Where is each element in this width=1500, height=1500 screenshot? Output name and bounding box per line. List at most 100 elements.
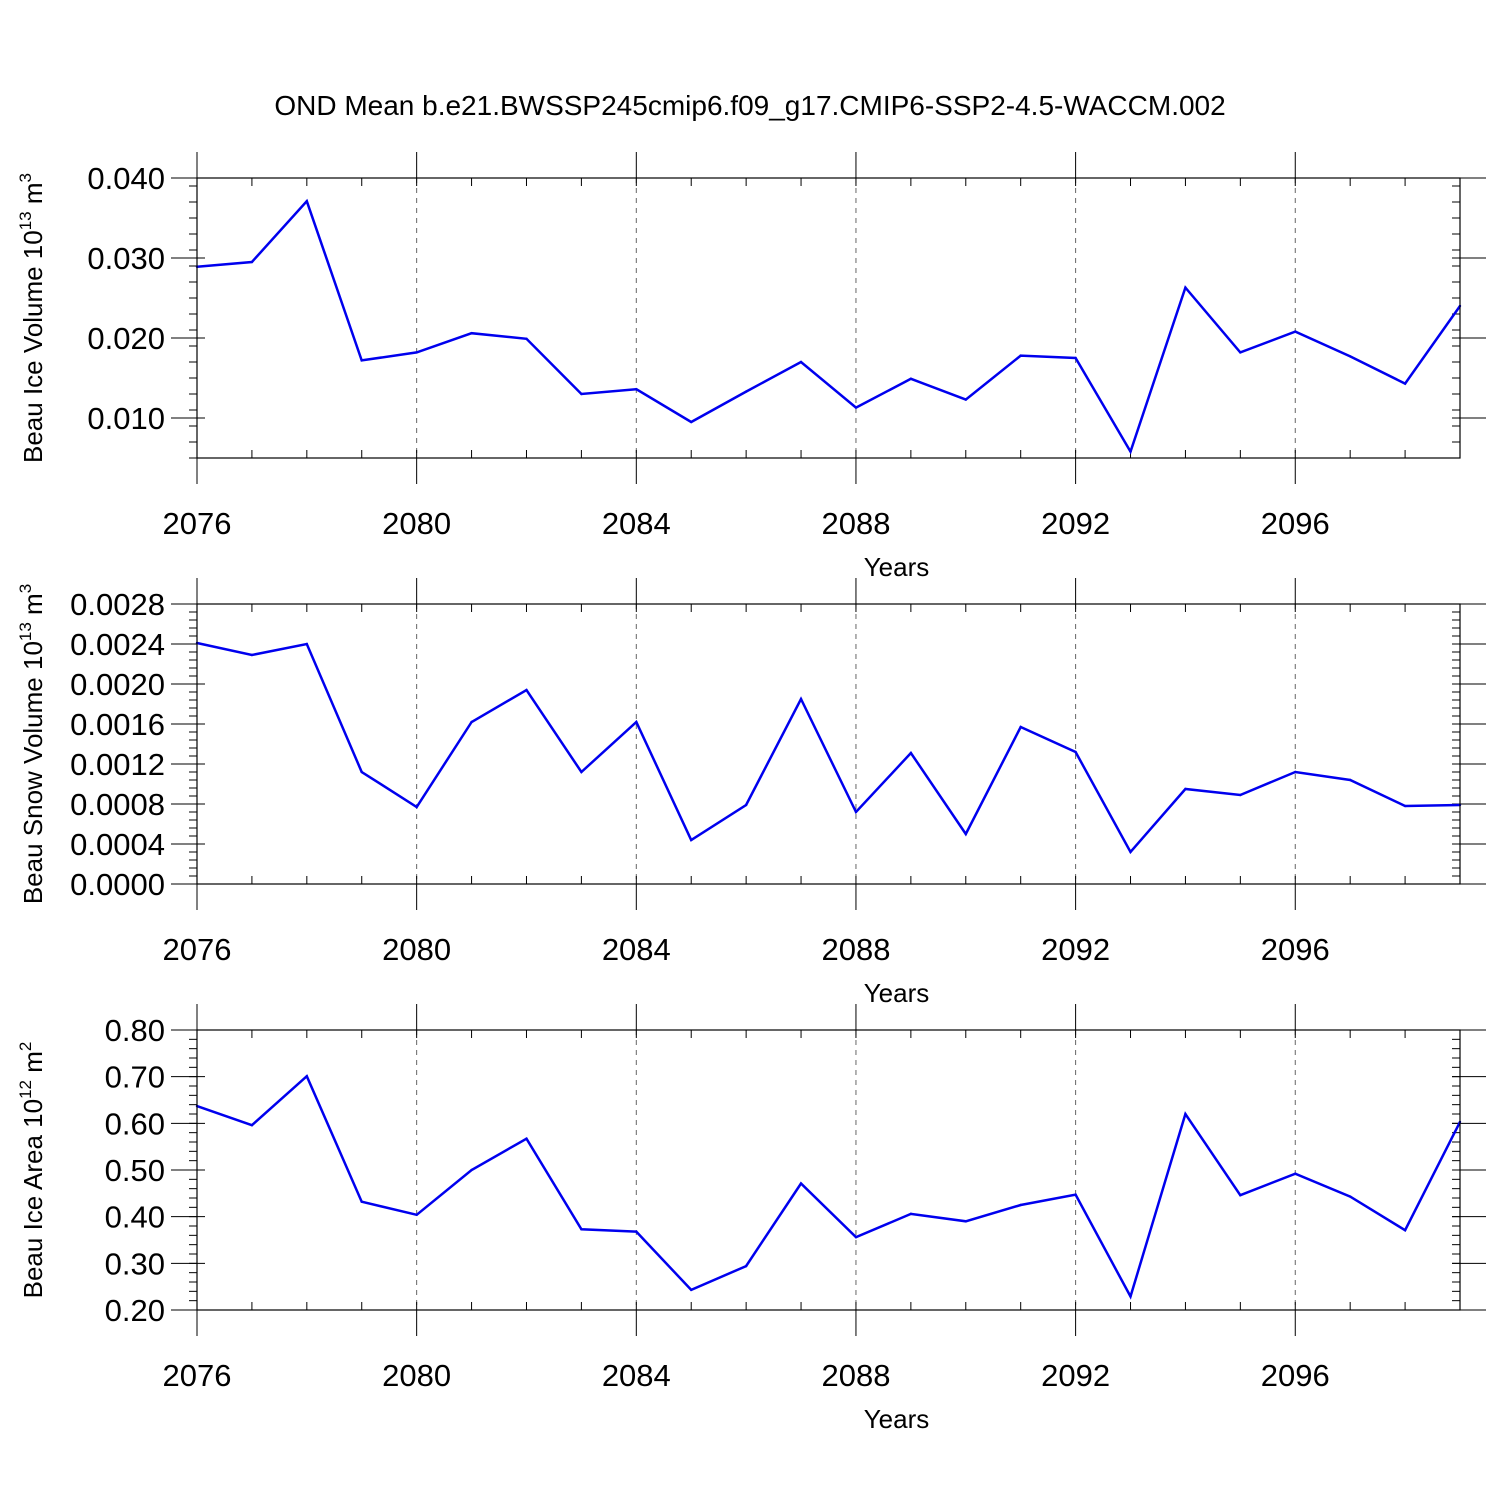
data-point <box>415 1213 418 1217</box>
data-point <box>415 351 418 354</box>
data-point <box>1184 1112 1187 1116</box>
y-tick-label: 0.0016 <box>70 707 165 742</box>
data-point <box>909 751 913 755</box>
x-axis-title: Years <box>864 552 930 582</box>
x-tick-label: 2076 <box>163 932 232 967</box>
data-point <box>854 1236 858 1239</box>
x-tick-label: 2088 <box>821 932 890 967</box>
data-point <box>1074 356 1077 360</box>
x-tick-label: 2080 <box>382 506 451 541</box>
data-point <box>360 770 363 774</box>
plot-frame <box>196 177 1461 459</box>
x-tick-label: 2084 <box>602 1358 671 1393</box>
data-point <box>690 838 693 842</box>
x-tick-label: 2092 <box>1041 932 1110 967</box>
x-tick-label: 2076 <box>163 1358 232 1393</box>
panels: 0.010 0.020 0.030 0.040 2076 2080 2084 2088 2092… <box>16 152 1486 1434</box>
data-point <box>250 260 254 264</box>
y-tick-label: 0.010 <box>87 401 165 436</box>
data-point <box>1294 1172 1297 1175</box>
x-tick-label: 2092 <box>1041 1358 1110 1393</box>
data-point <box>744 803 748 807</box>
data-series-line <box>196 1074 1462 1300</box>
data-point <box>964 398 967 401</box>
data-point <box>580 392 583 396</box>
data-point <box>744 1264 748 1268</box>
data-point <box>1019 725 1022 729</box>
data-series-line <box>196 198 1462 455</box>
y-axis-title: Beau Ice Area 1012 m2 <box>16 1042 48 1299</box>
panel-1: 0.010 0.020 0.030 0.040 2076 2080 2084 2088 2092… <box>16 152 1486 582</box>
x-tick-label: 2096 <box>1261 932 1330 967</box>
panel-2: 0.0000 0.0004 0.0008 0.0012 0.0016 0.0020 0.00… <box>16 578 1486 1008</box>
data-point <box>799 1182 803 1185</box>
data-point <box>1348 355 1352 358</box>
plot-frame <box>196 603 1461 885</box>
data-point <box>580 770 583 774</box>
data-point <box>635 1230 638 1233</box>
data-point <box>854 406 858 409</box>
data-point <box>250 653 254 657</box>
y-tick-label: 0.020 <box>87 321 165 356</box>
data-point <box>1239 351 1242 354</box>
y-tick-label: 0.70 <box>105 1060 165 1095</box>
data-point <box>799 360 803 364</box>
x-tick-label: 2080 <box>382 1358 451 1393</box>
data-point <box>525 337 528 340</box>
x-tick-label: 2092 <box>1041 506 1110 541</box>
data-point <box>470 720 473 724</box>
data-point <box>1294 770 1297 774</box>
data-point <box>1239 793 1242 797</box>
y-tick-label: 0.0024 <box>70 627 165 662</box>
y-tick-label: 0.30 <box>105 1246 165 1281</box>
y-tick-label: 0.030 <box>87 241 165 276</box>
data-point <box>1074 1193 1077 1196</box>
x-tick-label: 2076 <box>163 506 232 541</box>
x-axis-title: Years <box>864 1404 930 1434</box>
data-point <box>360 1200 363 1203</box>
plot-frame <box>196 1029 1461 1311</box>
x-tick-label: 2080 <box>382 932 451 967</box>
y-axis-title: Beau Ice Volume 1013 m3 <box>16 173 48 463</box>
x-tick-label: 2088 <box>821 506 890 541</box>
x-axis-title: Years <box>864 978 930 1008</box>
data-point <box>1348 1195 1352 1198</box>
data-point <box>799 697 803 701</box>
data-point <box>470 332 473 335</box>
y-tick-label: 0.0020 <box>70 667 165 702</box>
panel-3: 0.20 0.30 0.40 0.50 0.60 0.70 0.80 2076 2080 2084… <box>16 1004 1486 1434</box>
data-point <box>854 810 858 814</box>
y-tick-label: 0.60 <box>105 1106 165 1141</box>
data-point <box>305 200 309 203</box>
data-point <box>1294 330 1297 333</box>
y-tick-label: 0.0000 <box>70 867 165 902</box>
y-tick-label: 0.0008 <box>70 787 165 822</box>
data-point <box>964 832 967 836</box>
y-tick-label: 0.80 <box>105 1013 165 1048</box>
data-point <box>744 390 748 393</box>
data-point <box>1403 1229 1407 1232</box>
data-point <box>1348 778 1352 782</box>
x-tick-label: 2096 <box>1261 1358 1330 1393</box>
chart-title: OND Mean b.e21.BWSSP245cmip6.f09_g17.CMI… <box>274 90 1225 121</box>
x-tick-label: 2088 <box>821 1358 890 1393</box>
data-point <box>360 359 363 362</box>
data-point <box>1184 286 1187 289</box>
data-point <box>1129 450 1132 453</box>
y-axis-title: Beau Snow Volume 1013 m3 <box>16 584 48 904</box>
data-point <box>1129 1295 1132 1298</box>
data-point <box>964 1220 967 1223</box>
data-point <box>690 420 693 424</box>
x-tick-label: 2084 <box>602 506 671 541</box>
y-tick-label: 0.0004 <box>70 827 165 862</box>
data-point <box>1019 1203 1022 1207</box>
y-tick-label: 0.040 <box>87 161 165 196</box>
data-point <box>1129 850 1132 854</box>
data-point <box>250 1124 254 1127</box>
data-point <box>525 688 528 692</box>
data-point <box>305 642 309 646</box>
data-point <box>635 388 638 391</box>
data-point <box>415 805 418 809</box>
data-point <box>1184 787 1187 791</box>
